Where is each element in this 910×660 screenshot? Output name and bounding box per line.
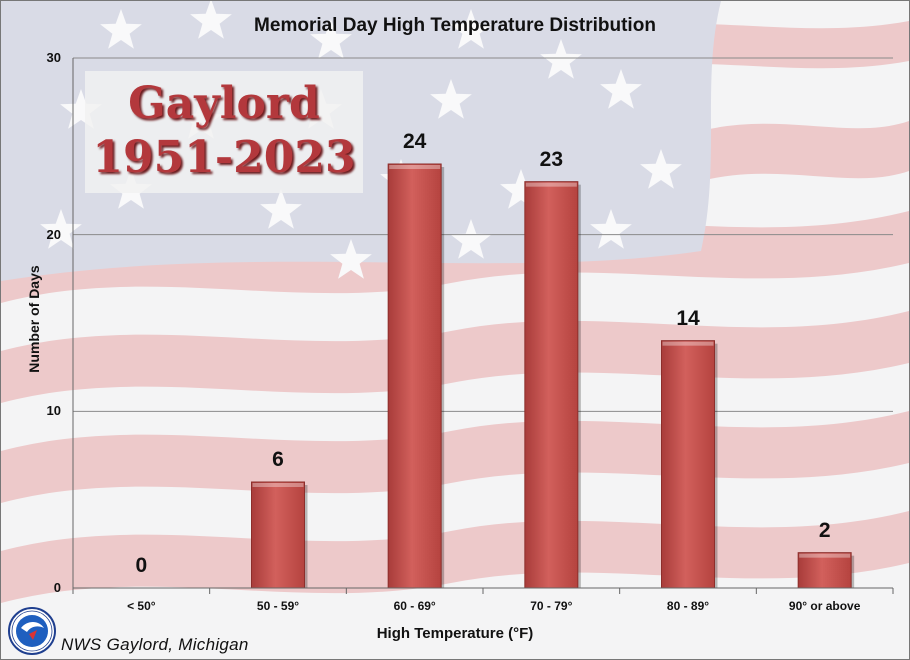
flag-star-icon (430, 79, 472, 119)
flag-star-icon (100, 9, 142, 49)
banner-station-name: Gaylord (128, 78, 320, 129)
data-label: 6 (272, 448, 284, 471)
bar-highlight (662, 341, 714, 346)
flag-star-icon (640, 149, 682, 189)
y-axis-label: Number of Days (26, 265, 42, 373)
y-tick-label: 30 (46, 50, 61, 65)
y-tick-label: 0 (53, 580, 61, 595)
data-label: 2 (818, 518, 831, 542)
x-tick-label: 80 - 89° (666, 599, 710, 613)
data-label: 23 (539, 147, 563, 171)
flag-star-icon (310, 19, 352, 59)
flag-star-icon (600, 69, 642, 109)
bar-highlight (799, 553, 851, 558)
y-tick-label: 20 (46, 226, 61, 242)
flag-star-icon (500, 169, 542, 209)
banner-period: 1951-2023 (92, 132, 356, 183)
x-tick-label: 60 - 69° (393, 599, 436, 613)
data-label: 14 (676, 306, 700, 330)
flag-star-icon (260, 189, 302, 229)
bar (661, 340, 715, 589)
flag-stars (40, 1, 682, 279)
flag-star-icon (330, 239, 372, 279)
y-tick-label: 10 (46, 403, 61, 419)
flag-star-icon (190, 1, 232, 39)
x-axis-label: High Temperature (°F) (376, 625, 534, 642)
data-label: 24 (402, 130, 427, 153)
x-tick-label: 90° or above (788, 599, 861, 613)
flag-star-icon (590, 209, 632, 249)
flag-star-icon (60, 89, 102, 129)
flag-star-icon (450, 9, 492, 49)
bar (524, 181, 579, 589)
bar (387, 163, 442, 589)
flag-star-icon (450, 219, 492, 259)
x-tick-label: 50 - 59° (256, 599, 300, 613)
x-tick-label: < 50° (127, 599, 156, 613)
bar-highlight (389, 165, 441, 169)
chart-title: Memorial Day High Temperature Distributi… (254, 15, 656, 36)
station-banner: Gaylord 1951-2023 (85, 71, 363, 193)
data-label: 0 (135, 554, 148, 577)
bar-highlight (252, 483, 304, 487)
bar-highlight (525, 182, 577, 187)
bar (797, 552, 852, 589)
nws-logo-icon (8, 607, 56, 655)
flag-star-icon (40, 209, 82, 249)
footer-credit: NWS Gaylord, Michigan (61, 635, 249, 654)
flag-star-icon (540, 39, 582, 79)
bar (251, 481, 305, 589)
x-tick-label: 70 - 79° (530, 599, 573, 613)
